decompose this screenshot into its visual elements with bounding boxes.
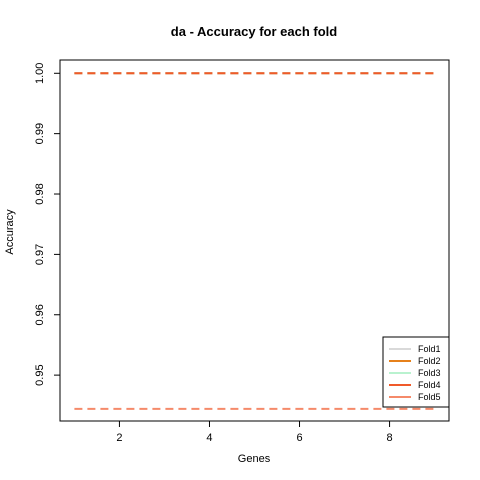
legend-label-fold2: Fold2 — [418, 356, 441, 366]
y-tick-label: 0.97 — [34, 244, 46, 265]
y-tick-label: 0.95 — [34, 364, 46, 385]
x-tick-label: 2 — [116, 432, 122, 444]
legend-label-fold1: Fold1 — [418, 344, 441, 354]
y-axis: 0.95 0.96 0.97 0.98 0.99 1.00 — [34, 63, 61, 386]
y-tick-label: 1.00 — [34, 63, 46, 84]
legend-label-fold4: Fold4 — [418, 380, 441, 390]
y-axis-label: Accuracy — [4, 209, 16, 255]
x-tick-label: 8 — [387, 432, 393, 444]
plot-lines — [74, 72, 435, 410]
y-tick-label: 0.96 — [34, 304, 46, 325]
y-tick-label: 0.98 — [34, 183, 46, 204]
x-axis-label: Genes — [238, 453, 271, 465]
chart-title: da - Accuracy for each fold — [171, 24, 337, 39]
legend: Fold1 Fold2 Fold3 Fold4 Fold5 — [382, 336, 450, 408]
legend-label-fold3: Fold3 — [418, 368, 441, 378]
x-axis: 2 4 6 8 — [116, 420, 393, 444]
y-tick-label: 0.99 — [34, 123, 46, 144]
x-tick-label: 6 — [296, 432, 302, 444]
x-tick-label: 4 — [206, 432, 212, 444]
legend-label-fold5: Fold5 — [418, 392, 441, 402]
